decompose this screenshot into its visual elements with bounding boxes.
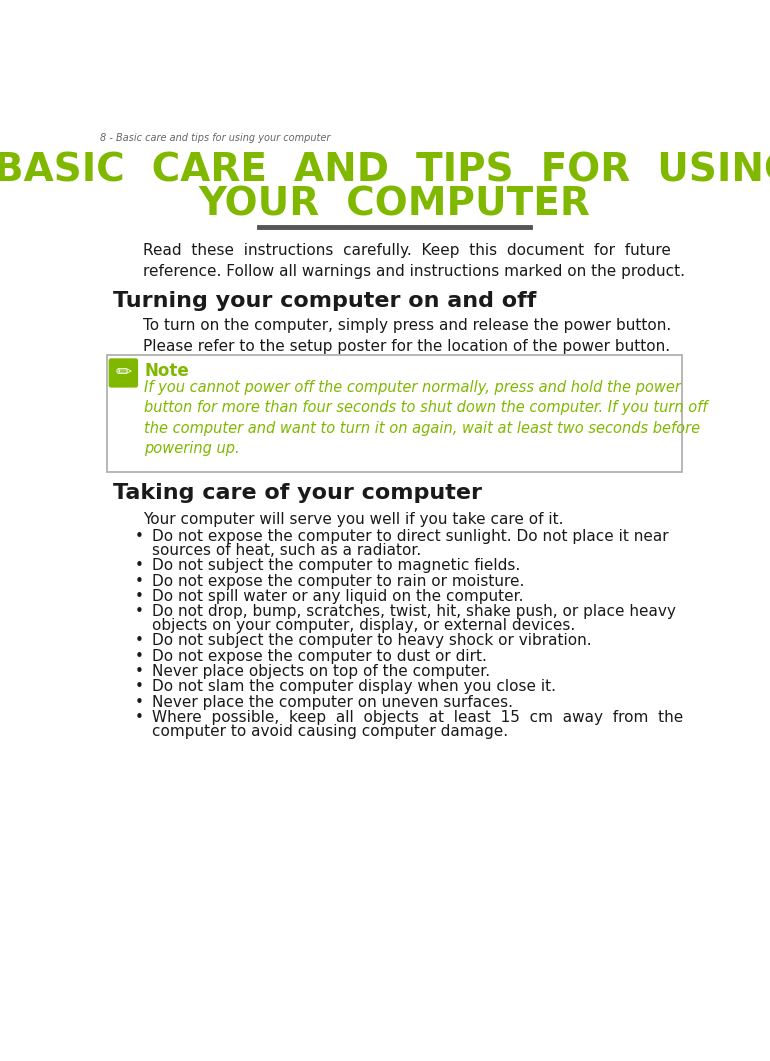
Text: Do not expose the computer to direct sunlight. Do not place it near: Do not expose the computer to direct sun… (152, 529, 668, 544)
Text: If you cannot power off the computer normally, press and hold the power
button f: If you cannot power off the computer nor… (144, 380, 708, 456)
Text: •: • (135, 710, 144, 726)
Text: •: • (135, 605, 144, 620)
Text: Your computer will serve you well if you take care of it.: Your computer will serve you well if you… (142, 512, 563, 527)
Text: Do not subject the computer to magnetic fields.: Do not subject the computer to magnetic … (152, 558, 521, 573)
Text: To turn on the computer, simply press and release the power button.
Please refer: To turn on the computer, simply press an… (142, 318, 671, 354)
Text: Do not drop, bump, scratches, twist, hit, shake push, or place heavy: Do not drop, bump, scratches, twist, hit… (152, 605, 676, 620)
Text: Do not slam the computer display when you close it.: Do not slam the computer display when yo… (152, 679, 556, 694)
Text: computer to avoid causing computer damage.: computer to avoid causing computer damag… (152, 724, 508, 738)
Text: •: • (135, 529, 144, 544)
FancyBboxPatch shape (109, 359, 138, 387)
Text: •: • (135, 664, 144, 679)
Text: sources of heat, such as a radiator.: sources of heat, such as a radiator. (152, 543, 421, 558)
Text: •: • (135, 648, 144, 663)
Text: •: • (135, 695, 144, 710)
Text: Never place the computer on uneven surfaces.: Never place the computer on uneven surfa… (152, 695, 513, 710)
Text: Do not spill water or any liquid on the computer.: Do not spill water or any liquid on the … (152, 589, 524, 604)
Text: •: • (135, 633, 144, 648)
Text: Turning your computer on and off: Turning your computer on and off (113, 292, 537, 311)
Text: Taking care of your computer: Taking care of your computer (113, 483, 482, 503)
Text: YOUR  COMPUTER: YOUR COMPUTER (199, 186, 591, 224)
Text: •: • (135, 574, 144, 589)
Text: Do not expose the computer to rain or moisture.: Do not expose the computer to rain or mo… (152, 574, 524, 589)
FancyBboxPatch shape (107, 355, 682, 472)
Text: Read  these  instructions  carefully.  Keep  this  document  for  future
referen: Read these instructions carefully. Keep … (142, 243, 685, 279)
Text: •: • (135, 558, 144, 573)
Text: •: • (135, 589, 144, 604)
Text: •: • (135, 679, 144, 694)
Text: Where  possible,  keep  all  objects  at  least  15  cm  away  from  the: Where possible, keep all objects at leas… (152, 710, 683, 726)
Text: ✏: ✏ (116, 364, 132, 382)
Text: Never place objects on top of the computer.: Never place objects on top of the comput… (152, 664, 490, 679)
Text: BASIC  CARE  AND  TIPS  FOR  USING: BASIC CARE AND TIPS FOR USING (0, 152, 770, 190)
Text: objects on your computer, display, or external devices.: objects on your computer, display, or ex… (152, 618, 575, 632)
Text: 8 - Basic care and tips for using your computer: 8 - Basic care and tips for using your c… (100, 134, 330, 143)
Text: Do not subject the computer to heavy shock or vibration.: Do not subject the computer to heavy sho… (152, 633, 591, 648)
Text: Do not expose the computer to dust or dirt.: Do not expose the computer to dust or di… (152, 648, 487, 663)
Text: Note: Note (144, 362, 189, 380)
